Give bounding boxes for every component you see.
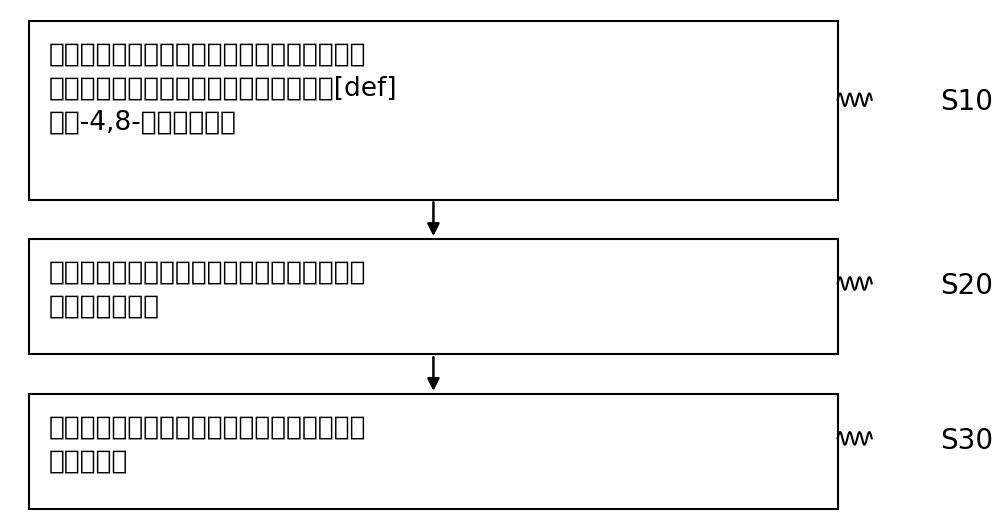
Text: S30: S30 [940,427,993,455]
FancyBboxPatch shape [29,239,838,354]
Text: S20: S20 [940,272,993,300]
Text: 向第一反应物和第二反应物中加入催化剂、碱
性物质、溶剂，所述第一反应物为环戊烷[def]
并芴-4,8-二酮的溴代物: 向第一反应物和第二反应物中加入催化剂、碱 性物质、溶剂，所述第一反应物为环戊烷[… [49,42,397,136]
FancyBboxPatch shape [29,394,838,509]
FancyBboxPatch shape [29,21,838,200]
Text: 所述第一反应物和所述第二反应物发生取代反
应，得到反应液: 所述第一反应物和所述第二反应物发生取代反 应，得到反应液 [49,260,366,320]
Text: 对所述反应液进行除杂处理得到所述热活化延
迟荧光材料: 对所述反应液进行除杂处理得到所述热活化延 迟荧光材料 [49,415,366,475]
Text: S10: S10 [940,88,993,117]
